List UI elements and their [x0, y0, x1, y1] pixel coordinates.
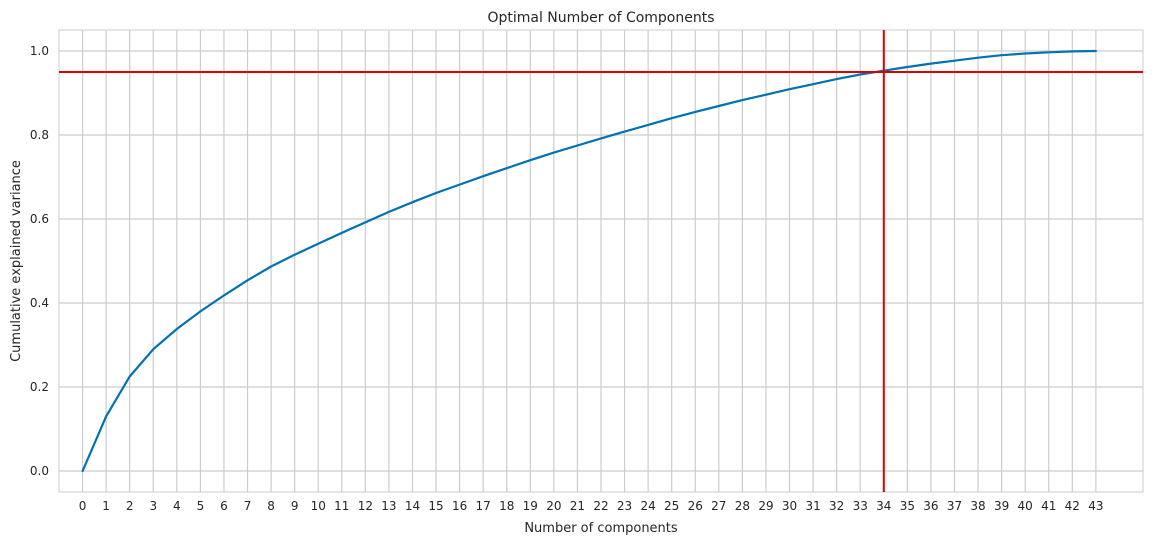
x-tick-label: 19 [523, 499, 538, 513]
x-tick-label: 29 [758, 499, 773, 513]
y-tick-label: 0.0 [30, 464, 49, 478]
x-tick-label: 20 [546, 499, 561, 513]
x-tick-label: 11 [334, 499, 349, 513]
reference-lines [59, 30, 1143, 492]
x-tick-label: 6 [220, 499, 228, 513]
x-tick-label: 4 [173, 499, 181, 513]
x-tick-label: 42 [1065, 499, 1080, 513]
x-tick-label: 2 [126, 499, 134, 513]
x-tick-label: 38 [970, 499, 985, 513]
x-tick-label: 36 [923, 499, 938, 513]
x-tick-label: 25 [664, 499, 679, 513]
x-tick-label: 1 [102, 499, 110, 513]
x-tick-label: 23 [617, 499, 632, 513]
x-tick-label: 7 [244, 499, 252, 513]
x-tick-label: 21 [570, 499, 585, 513]
y-tick-label: 0.6 [30, 212, 49, 226]
x-tick-label: 22 [593, 499, 608, 513]
x-tick-label: 28 [735, 499, 750, 513]
x-tick-labels: 0 1 2 3 4 5 6 7 8 9 10 11 12 13 14 15 16 17 18 19 20 21 22 23 24… [79, 499, 1104, 513]
plot-frame [58, 29, 1144, 493]
y-axis-label: Cumulative explained variance [9, 160, 24, 362]
x-tick-label: 3 [149, 499, 157, 513]
x-axis-label: Number of components [524, 521, 678, 536]
x-tick-label: 35 [900, 499, 915, 513]
x-tick-label: 0 [79, 499, 87, 513]
x-tick-label: 8 [267, 499, 275, 513]
x-tick-label: 13 [381, 499, 396, 513]
series-layer [81, 49, 1098, 473]
x-tick-label: 15 [428, 499, 443, 513]
x-tick-label: 12 [358, 499, 373, 513]
x-tick-label: 18 [499, 499, 514, 513]
x-tick-label: 24 [640, 499, 655, 513]
y-tick-label: 0.8 [30, 128, 49, 142]
x-tick-label: 30 [782, 499, 797, 513]
y-tick-label: 0.4 [30, 296, 49, 310]
x-tick-label: 9 [291, 499, 299, 513]
chart-title: Optimal Number of Components [487, 10, 714, 26]
x-tick-label: 37 [947, 499, 962, 513]
x-tick-label: 10 [311, 499, 326, 513]
x-tick-label: 26 [688, 499, 703, 513]
x-tick-label: 34 [876, 499, 891, 513]
x-tick-label: 32 [829, 499, 844, 513]
y-tick-labels: 0.0 0.2 0.4 0.6 0.8 1.0 [30, 44, 49, 478]
x-tick-label: 43 [1088, 499, 1103, 513]
x-tick-label: 31 [805, 499, 820, 513]
x-tick-label: 41 [1041, 499, 1056, 513]
y-tick-label: 0.2 [30, 380, 49, 394]
x-tick-label: 39 [994, 499, 1009, 513]
x-tick-label: 17 [476, 499, 491, 513]
y-tick-label: 1.0 [30, 44, 49, 58]
x-tick-label: 27 [711, 499, 726, 513]
x-tick-label: 16 [452, 499, 467, 513]
series-line [81, 49, 1098, 473]
x-tick-label: 14 [405, 499, 420, 513]
x-tick-label: 5 [197, 499, 205, 513]
x-tick-label: 33 [853, 499, 868, 513]
x-tick-label: 40 [1018, 499, 1033, 513]
